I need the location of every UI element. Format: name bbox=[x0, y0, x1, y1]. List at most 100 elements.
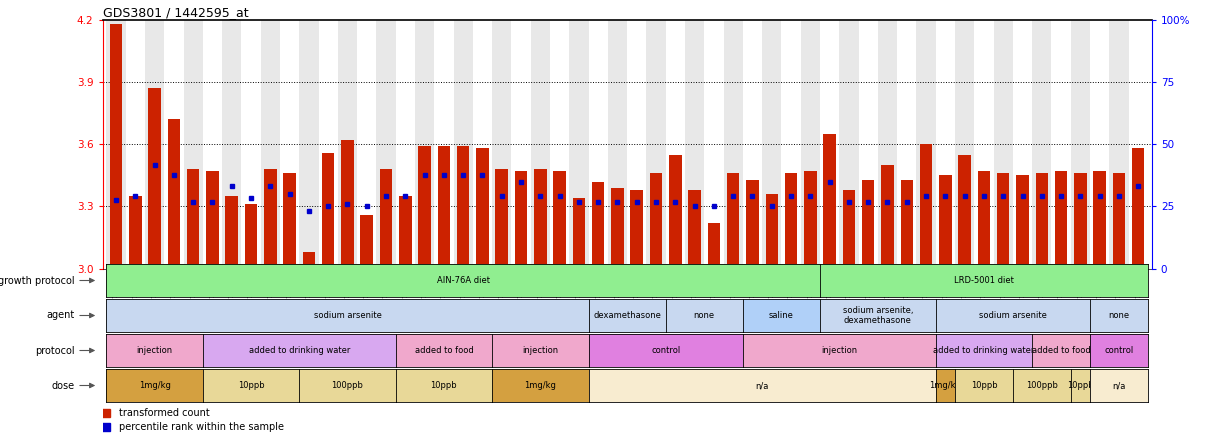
Bar bbox=[1075, 173, 1087, 269]
Bar bbox=[704, 20, 724, 269]
Bar bbox=[611, 188, 624, 269]
Bar bbox=[438, 147, 450, 269]
Text: dexamethasone: dexamethasone bbox=[593, 311, 661, 320]
Text: injection: injection bbox=[136, 346, 172, 355]
Text: saline: saline bbox=[769, 311, 794, 320]
Text: protocol: protocol bbox=[35, 345, 75, 356]
Text: n/a: n/a bbox=[755, 381, 768, 390]
Bar bbox=[1055, 171, 1067, 269]
Bar bbox=[743, 20, 762, 269]
Bar bbox=[299, 20, 318, 269]
Bar bbox=[592, 182, 604, 269]
Text: 10ppb: 10ppb bbox=[431, 381, 457, 390]
Bar bbox=[766, 194, 778, 269]
Bar bbox=[183, 20, 203, 269]
Bar bbox=[476, 148, 488, 269]
Bar bbox=[496, 169, 508, 269]
Bar bbox=[187, 169, 199, 269]
Bar bbox=[650, 173, 662, 269]
Bar bbox=[862, 179, 874, 269]
Bar bbox=[318, 20, 338, 269]
Bar bbox=[974, 20, 994, 269]
Text: GDS3801 / 1442595_at: GDS3801 / 1442595_at bbox=[103, 6, 248, 19]
Text: n/a: n/a bbox=[1112, 381, 1125, 390]
Bar bbox=[994, 20, 1013, 269]
Bar bbox=[646, 20, 666, 269]
Bar bbox=[380, 169, 392, 269]
Bar bbox=[804, 171, 816, 269]
Text: 10ppb: 10ppb bbox=[1067, 381, 1094, 390]
Text: added to food: added to food bbox=[415, 346, 473, 355]
Bar bbox=[724, 20, 743, 269]
Text: percentile rank within the sample: percentile rank within the sample bbox=[118, 422, 283, 432]
Bar bbox=[839, 20, 859, 269]
Text: 1mg/kg: 1mg/kg bbox=[525, 381, 556, 390]
Bar bbox=[1094, 171, 1106, 269]
Text: sodium arsenite,
dexamethasone: sodium arsenite, dexamethasone bbox=[843, 306, 913, 325]
Bar bbox=[627, 20, 646, 269]
Bar bbox=[1129, 20, 1148, 269]
Bar bbox=[264, 169, 276, 269]
Bar bbox=[338, 20, 357, 269]
Text: dose: dose bbox=[52, 381, 75, 391]
Text: 1mg/kg: 1mg/kg bbox=[930, 381, 961, 390]
Bar bbox=[357, 20, 376, 269]
Bar bbox=[917, 20, 936, 269]
Bar bbox=[1013, 20, 1032, 269]
Bar bbox=[685, 20, 704, 269]
Bar bbox=[106, 20, 125, 269]
Bar bbox=[110, 24, 122, 269]
Bar bbox=[418, 147, 431, 269]
Bar bbox=[245, 204, 257, 269]
Bar bbox=[1113, 173, 1125, 269]
Bar bbox=[1032, 20, 1052, 269]
Bar bbox=[573, 198, 585, 269]
Bar bbox=[168, 119, 180, 269]
Bar bbox=[897, 20, 917, 269]
Bar bbox=[762, 20, 781, 269]
Bar bbox=[260, 20, 280, 269]
Bar bbox=[473, 20, 492, 269]
Bar bbox=[878, 20, 897, 269]
Bar bbox=[1090, 20, 1110, 269]
Text: injection: injection bbox=[522, 346, 558, 355]
Bar bbox=[669, 155, 681, 269]
Bar bbox=[631, 190, 643, 269]
Bar bbox=[511, 20, 531, 269]
Bar bbox=[589, 20, 608, 269]
Text: none: none bbox=[693, 311, 715, 320]
Bar bbox=[859, 20, 878, 269]
Bar bbox=[785, 173, 797, 269]
Bar bbox=[129, 196, 141, 269]
Bar bbox=[554, 171, 566, 269]
Bar bbox=[1052, 20, 1071, 269]
Bar bbox=[959, 155, 971, 269]
Bar bbox=[283, 173, 295, 269]
Bar bbox=[453, 20, 473, 269]
Bar bbox=[534, 169, 546, 269]
Bar bbox=[361, 215, 373, 269]
Bar bbox=[415, 20, 434, 269]
Bar bbox=[824, 134, 836, 269]
Bar bbox=[399, 196, 411, 269]
Bar bbox=[164, 20, 183, 269]
Text: 100ppb: 100ppb bbox=[1026, 381, 1058, 390]
Bar bbox=[882, 165, 894, 269]
Bar bbox=[492, 20, 511, 269]
Bar bbox=[280, 20, 299, 269]
Bar bbox=[515, 171, 527, 269]
Bar bbox=[708, 223, 720, 269]
Bar bbox=[125, 20, 145, 269]
Text: 10ppb: 10ppb bbox=[238, 381, 264, 390]
Text: transformed count: transformed count bbox=[118, 408, 210, 418]
Bar bbox=[1132, 148, 1144, 269]
Text: AIN-76A diet: AIN-76A diet bbox=[437, 276, 490, 285]
Bar bbox=[1110, 20, 1129, 269]
Text: injection: injection bbox=[821, 346, 857, 355]
Bar bbox=[376, 20, 396, 269]
Bar bbox=[820, 20, 839, 269]
Text: 10ppb: 10ppb bbox=[971, 381, 997, 390]
Text: 100ppb: 100ppb bbox=[332, 381, 363, 390]
Text: added to food: added to food bbox=[1031, 346, 1090, 355]
Bar bbox=[1017, 175, 1029, 269]
